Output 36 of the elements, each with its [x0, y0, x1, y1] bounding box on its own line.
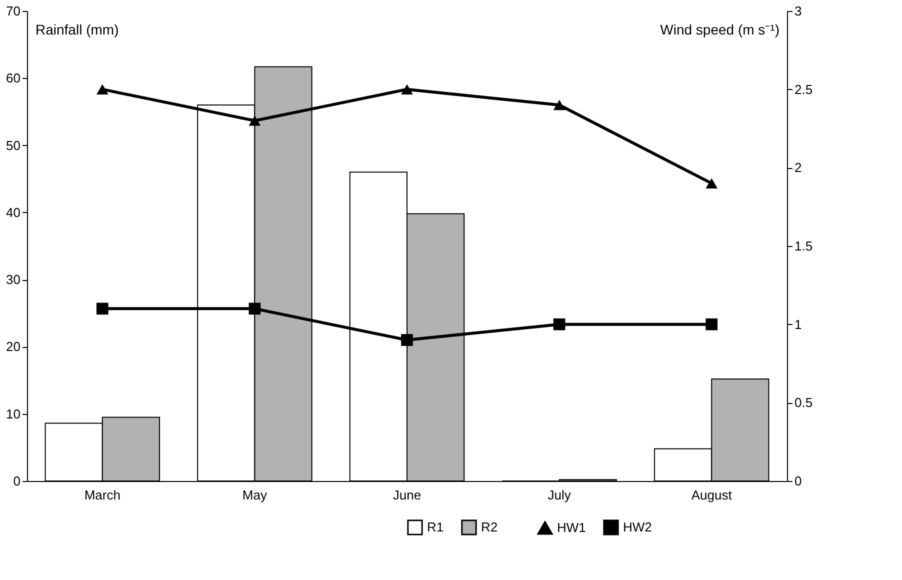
- point: [96, 84, 108, 94]
- legend-label: HW1: [557, 520, 586, 535]
- y-tick-label: 0: [13, 474, 20, 488]
- point: [553, 318, 566, 330]
- point: [706, 318, 718, 330]
- x-tick-label: June: [392, 488, 422, 502]
- y2-tick-label: 2: [794, 160, 802, 176]
- point: [706, 178, 718, 188]
- y-axis-title: Rainfall (mm): [36, 22, 119, 38]
- x-tick-label: July: [548, 488, 572, 502]
- y2-tick-label: 1: [794, 316, 802, 332]
- y-tick-label: 60: [6, 70, 20, 86]
- y-tick-label: 70: [6, 4, 20, 18]
- legend-label: R2: [481, 519, 498, 534]
- point: [248, 116, 261, 126]
- point: [96, 302, 108, 315]
- point: [248, 302, 261, 315]
- y2-tick-label: 0: [794, 474, 802, 488]
- y2-tick-label: 1.5: [794, 238, 813, 254]
- y-tick-label: 50: [6, 138, 20, 153]
- legend-label: R1: [427, 519, 444, 534]
- y-tick-label: 40: [6, 204, 20, 220]
- y-tick-label: 10: [6, 406, 20, 422]
- y-tick-label: 20: [6, 339, 20, 354]
- point: [553, 100, 566, 110]
- point: [401, 84, 413, 94]
- y-tick-label: 30: [6, 272, 20, 288]
- y2-tick-label: 3: [794, 4, 802, 18]
- x-tick-label: August: [691, 488, 732, 502]
- point: [401, 334, 413, 346]
- y2-tick-label: 0.5: [794, 395, 813, 410]
- x-tick-label: May: [242, 488, 268, 502]
- legend-label: HW2: [623, 519, 652, 534]
- y2-tick-label: 2.5: [794, 82, 813, 97]
- y2-axis-title: Wind speed (m s⁻¹): [660, 22, 780, 38]
- x-tick-label: March: [84, 488, 120, 502]
